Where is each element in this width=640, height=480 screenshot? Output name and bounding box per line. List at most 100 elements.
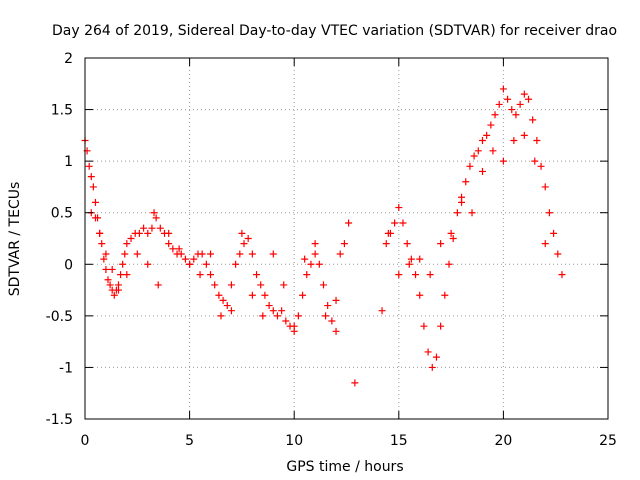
y-tick-labels: -1.5 -1 -0.5 0 0.5 1 1.5 2 — [46, 51, 73, 428]
data-point — [328, 317, 336, 325]
data-point — [100, 255, 108, 263]
data-point — [227, 281, 235, 289]
data-point — [426, 271, 434, 279]
data-point — [104, 276, 112, 284]
data-point — [294, 312, 302, 320]
data-point — [301, 255, 309, 263]
x-tick-labels: 0 5 10 15 20 25 — [81, 433, 617, 449]
data-point — [462, 178, 470, 186]
data-point — [508, 106, 516, 114]
data-point — [510, 137, 518, 145]
data-point — [135, 229, 143, 237]
data-point — [98, 240, 106, 248]
data-point — [531, 157, 539, 165]
data-point — [186, 260, 194, 268]
data-point — [236, 250, 244, 258]
data-point — [248, 291, 256, 299]
data-point — [405, 260, 413, 268]
data-point — [545, 209, 553, 217]
x-tick-label: 0 — [81, 433, 90, 449]
data-point — [428, 363, 436, 371]
x-tick-label: 10 — [285, 433, 303, 449]
data-point — [512, 111, 520, 119]
data-point — [114, 286, 122, 294]
data-point — [441, 291, 449, 299]
plot-frame — [84, 57, 609, 420]
y-tick-label: 0.5 — [51, 206, 73, 222]
data-point — [177, 250, 185, 258]
data-point — [232, 260, 240, 268]
data-point — [87, 173, 95, 181]
data-point — [307, 260, 315, 268]
x-axis-title: GPS time / hours — [286, 459, 403, 475]
data-point — [474, 147, 482, 155]
x-tick-label: 25 — [599, 433, 617, 449]
data-point — [499, 157, 507, 165]
data-point — [133, 250, 141, 258]
data-point — [165, 240, 173, 248]
data-point — [202, 260, 210, 268]
data-point — [403, 240, 411, 248]
data-point — [416, 255, 424, 263]
data-point — [190, 255, 198, 263]
data-point — [140, 224, 148, 232]
axis-ticks — [84, 57, 609, 420]
data-point — [315, 260, 323, 268]
data-point — [280, 281, 288, 289]
data-point — [437, 322, 445, 330]
data-point — [119, 260, 127, 268]
data-point — [437, 240, 445, 248]
data-point — [311, 240, 319, 248]
data-point — [211, 281, 219, 289]
data-point — [217, 312, 225, 320]
data-point — [181, 255, 189, 263]
data-point — [248, 250, 256, 258]
y-tick-label: -1 — [59, 360, 73, 376]
data-point — [395, 204, 403, 212]
data-point — [215, 291, 223, 299]
data-point — [108, 265, 116, 273]
y-tick-label: 0 — [64, 257, 73, 273]
data-point — [554, 250, 562, 258]
data-point — [478, 137, 486, 145]
data-point — [303, 271, 311, 279]
data-point — [96, 229, 104, 237]
data-point — [412, 271, 420, 279]
data-point — [378, 307, 386, 315]
data-point — [445, 260, 453, 268]
data-point — [541, 240, 549, 248]
data-point — [207, 271, 215, 279]
y-tick-label: 2 — [64, 51, 73, 67]
data-point — [198, 250, 206, 258]
data-point — [550, 229, 558, 237]
data-point — [432, 353, 440, 361]
data-point — [382, 240, 390, 248]
data-point — [541, 183, 549, 191]
data-point — [520, 131, 528, 139]
data-point — [470, 152, 478, 160]
data-point — [127, 235, 135, 242]
data-point — [520, 90, 528, 98]
data-point — [223, 302, 231, 310]
data-point — [144, 229, 152, 237]
data-point — [169, 245, 177, 253]
data-point — [504, 95, 512, 103]
data-point — [123, 271, 131, 279]
data-point — [468, 209, 476, 217]
data-point — [478, 167, 486, 175]
y-tick-label: 1.5 — [51, 103, 73, 119]
y-tick-label: -1.5 — [46, 412, 73, 428]
data-point — [290, 322, 298, 330]
data-point — [240, 240, 248, 248]
data-point — [144, 260, 152, 268]
data-point — [102, 265, 110, 273]
data-point — [196, 271, 204, 279]
data-point — [269, 307, 277, 315]
data-point — [340, 240, 348, 248]
data-point — [261, 291, 269, 299]
grid-lines — [85, 58, 608, 419]
data-point — [89, 183, 97, 191]
data-point — [311, 250, 319, 258]
data-point — [282, 317, 290, 325]
